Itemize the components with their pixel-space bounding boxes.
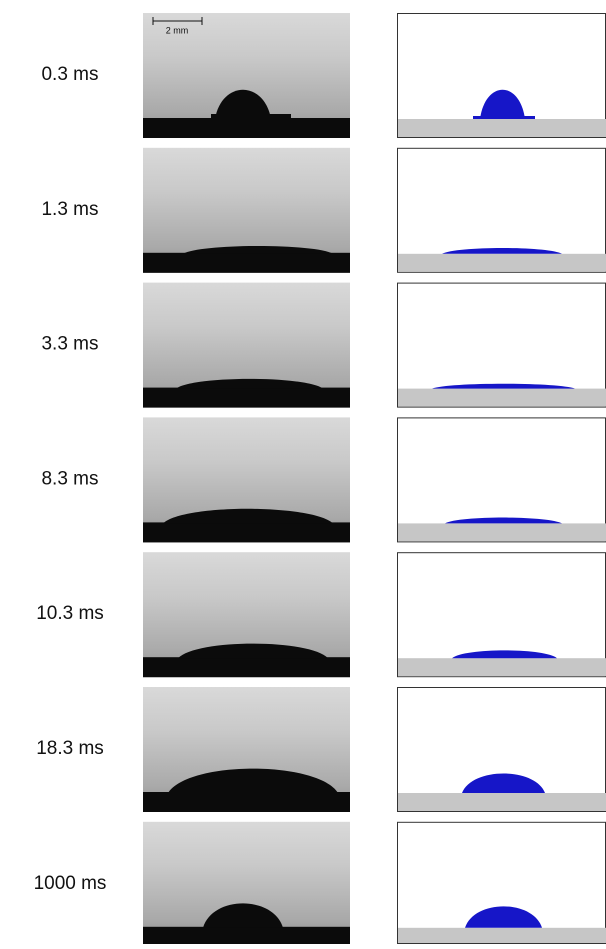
substrate-shadow — [143, 118, 350, 138]
simulation-substrate — [398, 523, 606, 541]
simulation-substrate — [398, 658, 606, 676]
simulation-panel — [398, 14, 606, 138]
substrate-shadow — [143, 253, 350, 273]
scale-bar-label: 2 mm — [166, 25, 189, 35]
photo-panel — [143, 417, 350, 542]
substrate-shadow — [143, 522, 350, 542]
simulation-substrate — [398, 928, 606, 943]
time-label: 0.3 ms — [41, 64, 98, 85]
photo-panel — [143, 822, 350, 944]
time-label: 1.3 ms — [41, 199, 98, 220]
substrate-shadow — [143, 927, 350, 944]
time-label: 8.3 ms — [41, 468, 98, 489]
simulation-panel — [398, 148, 606, 272]
droplet-base — [211, 114, 291, 119]
simulation-substrate — [398, 119, 606, 137]
simulation-substrate — [398, 793, 606, 811]
time-label: 3.3 ms — [41, 334, 98, 355]
simulation-panel — [398, 553, 606, 677]
simulation-panel — [398, 283, 606, 407]
simulation-panel — [398, 688, 606, 812]
photo-panel — [143, 283, 350, 408]
simulation-panel — [398, 418, 606, 542]
simulation-panel — [398, 822, 606, 943]
time-label: 18.3 ms — [36, 738, 104, 759]
photo-panel — [143, 687, 350, 812]
time-label: 10.3 ms — [36, 603, 104, 624]
substrate-shadow — [143, 792, 350, 812]
simulation-substrate — [398, 389, 606, 407]
time-label: 1000 ms — [34, 873, 107, 894]
simulation-substrate — [398, 254, 606, 272]
simulated-film — [473, 116, 535, 119]
substrate-shadow — [143, 657, 350, 677]
photo-panel — [143, 148, 350, 273]
photo-panel — [143, 552, 350, 677]
substrate-shadow — [143, 388, 350, 408]
